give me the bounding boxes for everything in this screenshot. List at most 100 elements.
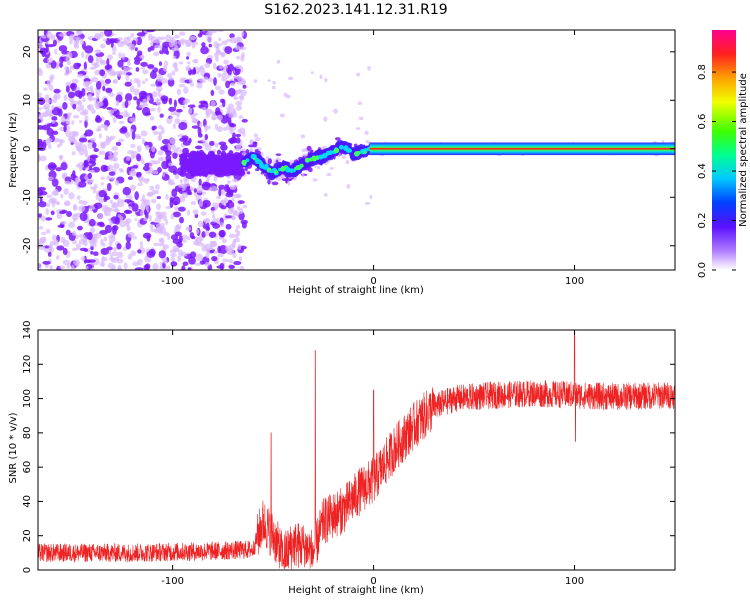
spectrum-blob (146, 95, 151, 102)
spectrum-blob (181, 192, 189, 199)
spectrum-blob (152, 130, 160, 135)
ridge-highlight (245, 158, 250, 163)
spectrum-blob (306, 145, 312, 152)
spectrum-blob (59, 155, 63, 161)
spectrum-blob (60, 139, 65, 144)
spectrum-blob (38, 245, 46, 250)
spectrum-blob (65, 85, 70, 93)
spectrogram-y-ticks: -20 -10 0 10 20 (22, 45, 675, 254)
spectrum-blob (246, 171, 251, 175)
spectrum-blob (183, 86, 189, 94)
spectrum-blob (208, 231, 217, 238)
spectrum-blob (98, 150, 106, 155)
spectrum-blob (169, 137, 176, 145)
spectrum-blob (47, 176, 54, 181)
spectrogram-ridge (240, 139, 675, 181)
spectrum-blob (204, 133, 209, 141)
spectrum-blob (367, 66, 371, 71)
spectrum-blob (83, 61, 87, 70)
spectrum-blob (227, 103, 234, 110)
spectrum-blob (187, 267, 192, 270)
spectrum-blob (87, 231, 93, 241)
spectrum-blob (60, 116, 66, 123)
spectrum-blob (141, 159, 145, 164)
spectrum-blob (238, 256, 243, 261)
spectrum-blob (47, 143, 52, 150)
spectrum-blob (67, 91, 76, 99)
spectrum-blob (76, 106, 82, 112)
spectrum-blob (201, 245, 208, 252)
spectrum-blob (46, 31, 53, 39)
spectrum-blob (157, 149, 164, 156)
spectrum-blob (137, 83, 141, 88)
spectrum-blob (53, 88, 61, 94)
ridge-highlight (252, 154, 257, 159)
spectrum-blob (114, 216, 121, 225)
spectrum-blob (232, 108, 236, 113)
spectrum-blob (172, 123, 176, 130)
spectrum-blob (364, 130, 369, 136)
spectrum-blob (90, 137, 96, 142)
spectrum-blob (51, 104, 55, 110)
spectrum-blob (64, 68, 72, 75)
spectrum-blob (271, 181, 279, 186)
colorbar-tick-label: 0.0 (697, 262, 708, 278)
spectrum-blob (200, 211, 207, 216)
spectrum-blob (133, 88, 140, 96)
spectrum-blob (248, 144, 255, 148)
spectrum-blob (228, 264, 236, 269)
ridge-highlight (299, 163, 304, 168)
spectrum-blob (187, 191, 193, 196)
spectrum-blob (114, 180, 120, 186)
spectrum-blob (229, 123, 237, 128)
ridge-highlight (311, 155, 318, 162)
spectrum-blob (198, 178, 202, 186)
spectrum-blob (99, 59, 105, 64)
spectrum-blob (185, 226, 192, 231)
spectrum-blob (78, 120, 83, 124)
ridge-highlight (267, 168, 271, 172)
spectrum-blob (167, 144, 172, 151)
spectrum-blob (68, 221, 76, 229)
spectrum-blob (324, 193, 328, 197)
spectrum-blob (160, 127, 165, 135)
spectrum-blob (199, 65, 204, 71)
spectrum-blob (124, 100, 129, 109)
spectrum-blob (168, 182, 176, 186)
spectrum-blob (233, 96, 239, 101)
spectrum-blob (239, 265, 245, 270)
spectrum-blob (158, 61, 162, 66)
spectrum-blob (192, 240, 199, 246)
spectrum-blob (200, 79, 206, 83)
spectrum-blob (96, 100, 104, 107)
x-tick-label: -100 (161, 276, 184, 287)
spectrum-blob (129, 184, 137, 191)
spectrum-blob (84, 86, 92, 91)
spectrum-blob (105, 135, 110, 143)
spectrum-blob (229, 166, 239, 174)
spectrum-blob (174, 206, 179, 211)
spectrum-blob (209, 249, 215, 254)
spectrum-blob (211, 213, 216, 219)
spectrum-blob (174, 44, 179, 51)
spectrum-blob (172, 245, 180, 252)
spectrum-blob (334, 137, 341, 141)
spectrum-blob (182, 239, 187, 243)
spectrum-blob (201, 191, 207, 196)
spectrum-blob (83, 159, 89, 167)
spectrum-blob (79, 212, 88, 222)
spectrum-blob (219, 168, 225, 174)
spectrum-blob (174, 34, 180, 39)
spectrum-blob (117, 251, 124, 259)
spectrum-blob (204, 230, 210, 236)
spectrum-blob (232, 241, 236, 248)
spectrum-blob (171, 70, 176, 76)
spectrum-blob (65, 56, 69, 62)
spectrum-blob (301, 173, 305, 178)
spectrum-blob (220, 51, 226, 58)
spectrum-blob (156, 195, 162, 200)
spectrum-blob (235, 193, 242, 199)
spectrum-blob (109, 220, 113, 226)
ridge-blob (326, 154, 334, 161)
